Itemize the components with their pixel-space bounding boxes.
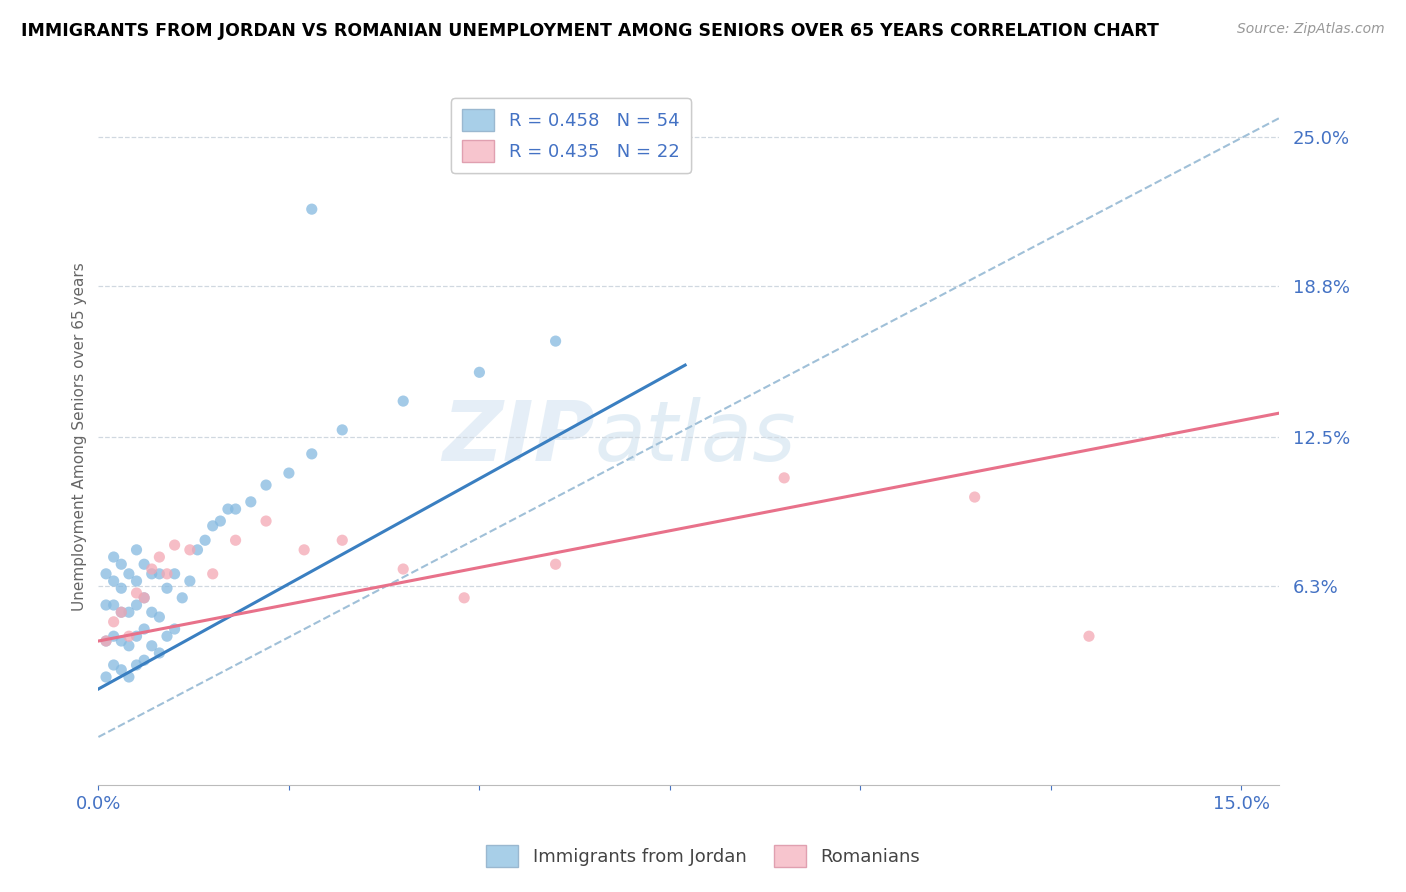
Point: [134, 558, 156, 572]
Legend: Immigrants from Jordan, Romanians: Immigrants from Jordan, Romanians: [478, 838, 928, 874]
Point: [118, 629, 141, 643]
Point: [963, 490, 986, 504]
Point: [134, 653, 156, 667]
Point: [468, 365, 491, 379]
Point: [156, 566, 179, 581]
Point: [94, 598, 117, 612]
Point: [110, 581, 132, 595]
Point: [94, 670, 117, 684]
Point: [141, 605, 163, 619]
Point: [194, 533, 217, 548]
Point: [292, 542, 315, 557]
Text: atlas: atlas: [595, 397, 796, 477]
Point: [148, 610, 170, 624]
Point: [254, 478, 277, 492]
Point: [163, 622, 186, 636]
Point: [118, 566, 141, 581]
Point: [172, 591, 194, 605]
Point: [225, 502, 247, 516]
Point: [134, 622, 156, 636]
Point: [330, 533, 353, 548]
Point: [254, 514, 277, 528]
Point: [103, 574, 125, 588]
Point: [103, 549, 125, 564]
Point: [110, 558, 132, 572]
Point: [141, 562, 163, 576]
Point: [125, 542, 148, 557]
Point: [301, 447, 323, 461]
Point: [134, 591, 156, 605]
Point: [125, 598, 148, 612]
Point: [148, 566, 170, 581]
Point: [141, 566, 163, 581]
Point: [1078, 629, 1101, 643]
Point: [103, 658, 125, 673]
Point: [773, 471, 796, 485]
Text: ZIP: ZIP: [441, 397, 595, 477]
Point: [110, 663, 132, 677]
Point: [118, 605, 141, 619]
Point: [179, 542, 201, 557]
Point: [103, 629, 125, 643]
Text: Source: ZipAtlas.com: Source: ZipAtlas.com: [1237, 22, 1385, 37]
Point: [118, 670, 141, 684]
Point: [163, 538, 186, 552]
Point: [134, 591, 156, 605]
Point: [103, 615, 125, 629]
Point: [125, 658, 148, 673]
Point: [94, 634, 117, 648]
Point: [239, 495, 262, 509]
Point: [453, 591, 475, 605]
Point: [330, 423, 353, 437]
Point: [156, 629, 179, 643]
Legend: R = 0.458   N = 54, R = 0.435   N = 22: R = 0.458 N = 54, R = 0.435 N = 22: [451, 98, 690, 173]
Point: [110, 634, 132, 648]
Point: [209, 514, 232, 528]
Point: [110, 605, 132, 619]
Point: [118, 639, 141, 653]
Point: [156, 581, 179, 595]
Point: [186, 542, 208, 557]
Point: [125, 574, 148, 588]
Point: [544, 334, 567, 348]
Point: [148, 549, 170, 564]
Point: [94, 566, 117, 581]
Point: [141, 639, 163, 653]
Point: [544, 558, 567, 572]
Text: IMMIGRANTS FROM JORDAN VS ROMANIAN UNEMPLOYMENT AMONG SENIORS OVER 65 YEARS CORR: IMMIGRANTS FROM JORDAN VS ROMANIAN UNEMP…: [21, 22, 1159, 40]
Point: [301, 202, 323, 216]
Point: [201, 566, 224, 581]
Y-axis label: Unemployment Among Seniors over 65 years: Unemployment Among Seniors over 65 years: [72, 263, 87, 611]
Point: [110, 605, 132, 619]
Point: [201, 519, 224, 533]
Point: [217, 502, 239, 516]
Point: [125, 586, 148, 600]
Point: [125, 629, 148, 643]
Point: [148, 646, 170, 660]
Point: [179, 574, 201, 588]
Point: [392, 562, 415, 576]
Point: [277, 466, 299, 480]
Point: [225, 533, 247, 548]
Point: [94, 634, 117, 648]
Point: [163, 566, 186, 581]
Point: [103, 598, 125, 612]
Point: [392, 394, 415, 409]
